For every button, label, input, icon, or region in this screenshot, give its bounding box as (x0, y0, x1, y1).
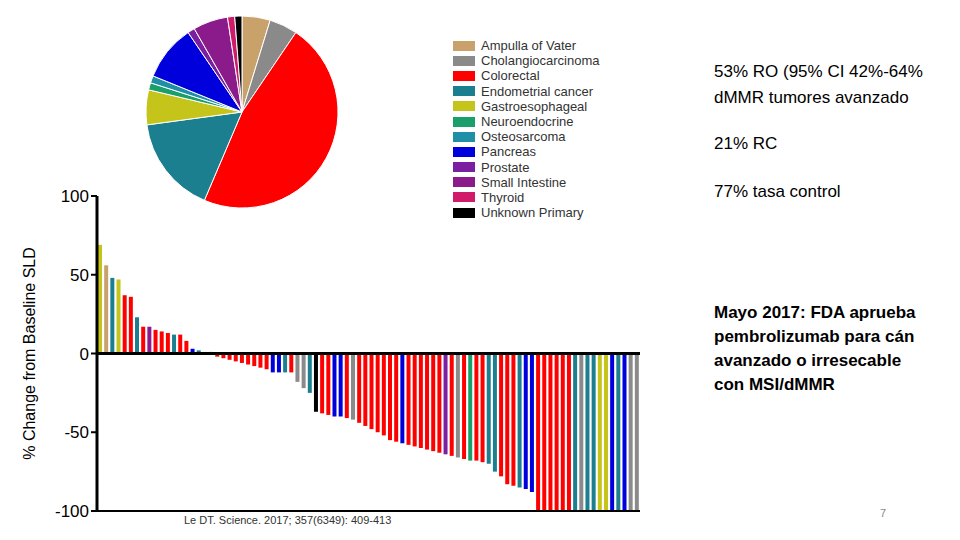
html-text:53% RO (95% CI 42%-64%: 53% RO (95% CI 42%-64% (714, 62, 923, 81)
html-text:Osteosarcoma: Osteosarcoma (481, 129, 566, 145)
html-text:Mayo 2017: FDA aprueba: Mayo 2017: FDA aprueba (714, 303, 916, 322)
html-text:Small Intestine: Small Intestine (481, 174, 567, 190)
html-text:Unknown Primary: Unknown Primary (481, 205, 584, 221)
html-text:Thyroid: Thyroid (481, 190, 525, 205)
svg-text:50: 50 (70, 266, 89, 285)
html-text:Ampulla of Vater: Ampulla of Vater (481, 38, 577, 54)
svg-text:-100: -100 (55, 502, 89, 521)
svg-text:-50: -50 (64, 423, 89, 442)
html-text:pembrolizumab para cán: pembrolizumab para cán (714, 327, 915, 346)
html-text:21% RC: 21% RC (714, 134, 778, 153)
html-text:dMMR tumores avanzado: dMMR tumores avanzado (714, 88, 909, 107)
html-text:Colorectal: Colorectal (481, 68, 540, 84)
html-text:77% tasa control: 77% tasa control (714, 182, 841, 201)
html-text:con MSI/dMMR: con MSI/dMMR (714, 375, 835, 394)
svg-text:% Change from Baseline SLD: % Change from Baseline SLD (21, 247, 38, 460)
html-text:Prostate: Prostate (481, 159, 530, 175)
html-text:Endometrial cancer: Endometrial cancer (481, 83, 593, 99)
html-text:Cholangiocarcinoma: Cholangiocarcinoma (481, 53, 600, 69)
html-text:Le DT. Science. 2017; 357(6349: Le DT. Science. 2017; 357(6349): 409-413 (184, 514, 392, 526)
html-text:Gastroesophageal: Gastroesophageal (481, 98, 588, 114)
svg-text:100: 100 (61, 187, 89, 206)
html-text:avanzado o irresecable: avanzado o irresecable (714, 351, 902, 370)
html-text:Pancreas: Pancreas (481, 144, 536, 160)
svg-text:0: 0 (80, 345, 89, 364)
html-text:7: 7 (880, 507, 887, 519)
html-text:Neuroendocrine: Neuroendocrine (481, 114, 574, 129)
